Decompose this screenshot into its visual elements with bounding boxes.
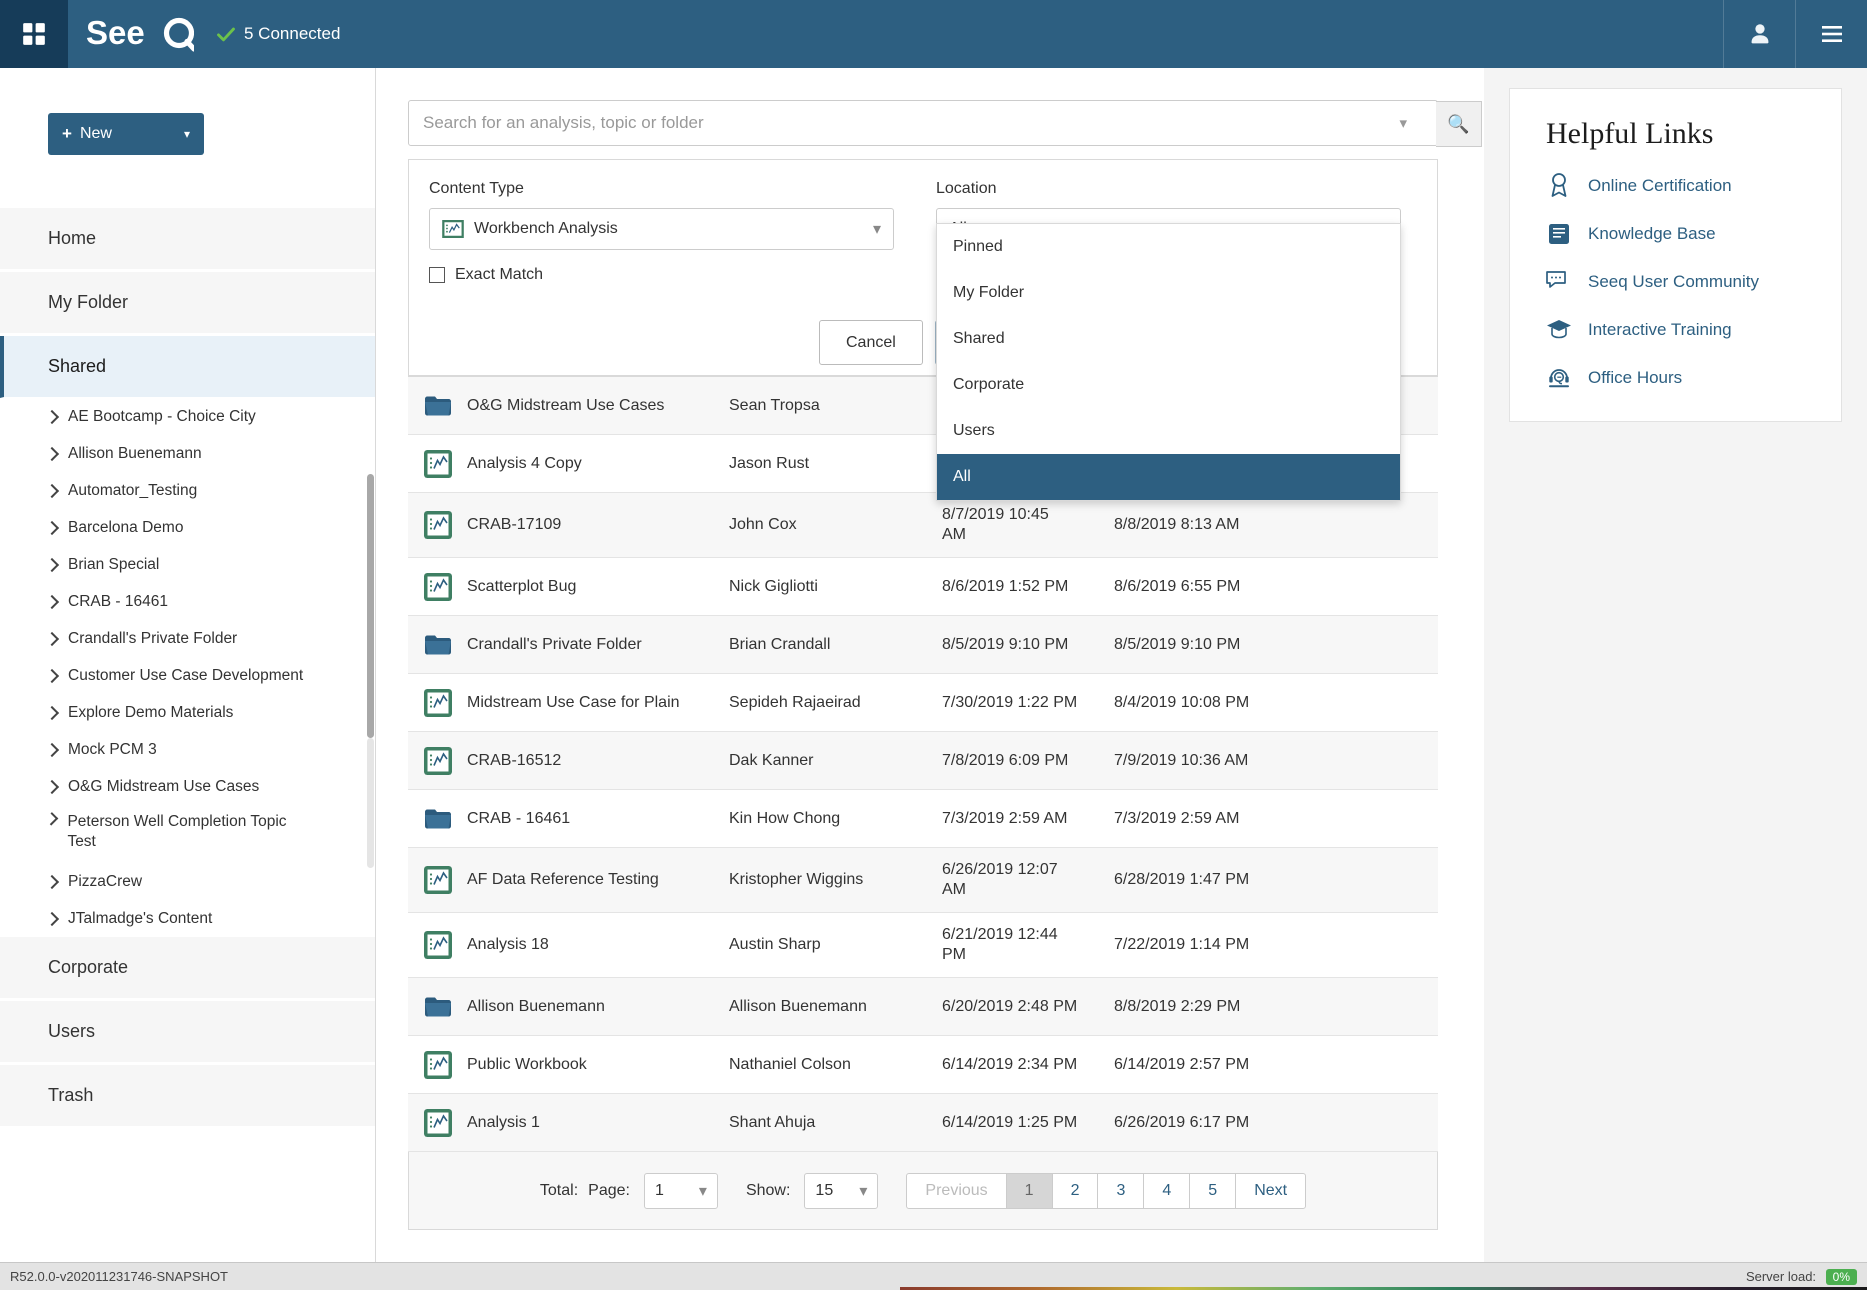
svg-text:See: See: [86, 14, 145, 51]
